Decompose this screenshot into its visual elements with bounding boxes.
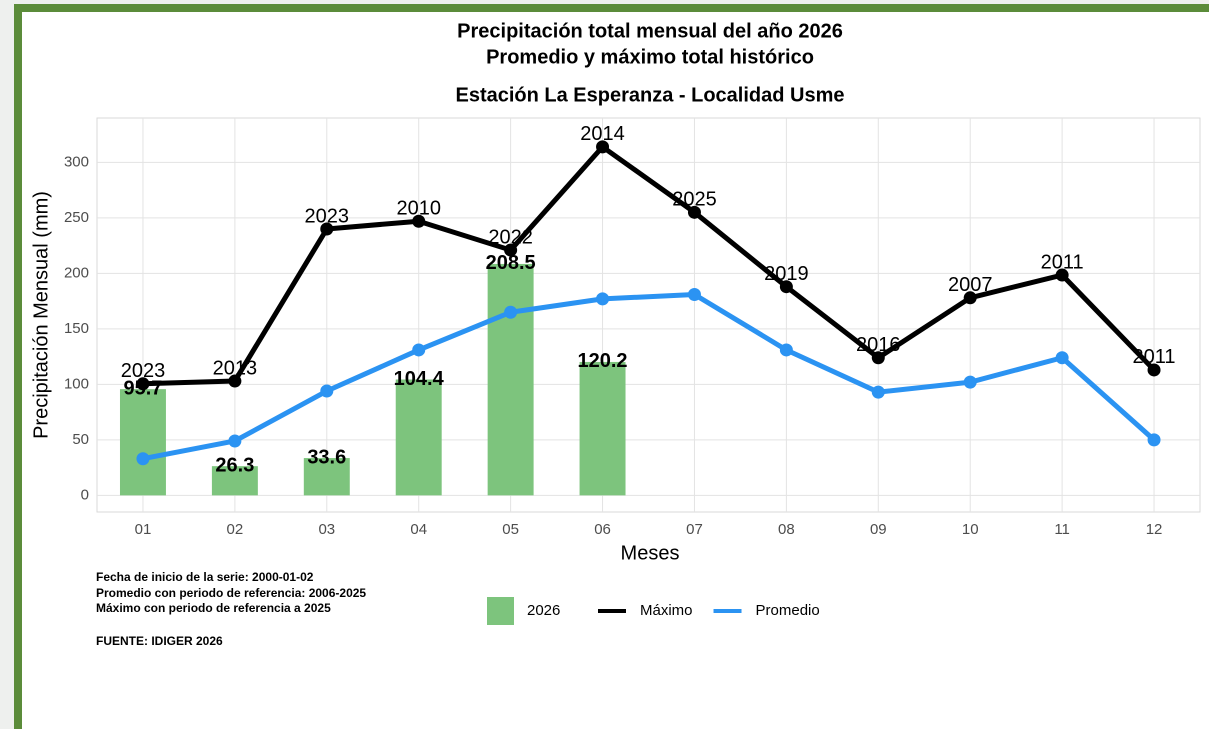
y-tick-label: 200 [64,264,89,281]
y-tick-label: 300 [64,153,89,170]
data-label: 104.4 [394,368,445,390]
point-label: 2013 [213,357,258,379]
point [412,214,426,228]
point-label: 2022 [488,226,533,248]
point [504,305,518,319]
point [136,452,150,466]
point [1055,268,1069,282]
legend-swatch [487,597,514,625]
point [320,222,334,236]
point [1147,363,1161,377]
point [871,385,885,399]
point [228,434,242,448]
x-tick-label: 12 [1146,521,1163,538]
y-tick-label: 100 [64,375,89,392]
data-label: 26.3 [215,454,254,476]
bar [211,466,258,496]
point-label: 2016 [856,334,901,356]
x-tick-label: 02 [227,521,244,538]
legend-label: Promedio [756,602,820,619]
y-tick-label: 150 [64,320,89,337]
point [412,343,426,357]
x-tick-label: 03 [318,521,335,538]
point [228,374,242,388]
x-tick-label: 04 [410,521,427,538]
line [142,291,1156,462]
chart-subtitle: Promedio y máximo total histórico [486,46,814,68]
point [596,292,610,306]
x-tick-label: 05 [502,521,519,538]
x-tick-label: 10 [962,521,979,538]
point [779,280,793,294]
y-tick-label: 50 [72,431,89,448]
x-tick-label: 01 [135,521,152,538]
legend-label: Máximo [640,602,693,619]
x-tick-label: 08 [778,521,795,538]
x-tick-label: 11 [1054,521,1070,538]
point [871,351,885,365]
point [963,291,977,305]
point [136,377,150,391]
source: FUENTE: IDIGER 2026 [96,634,223,648]
y-tick-label: 0 [81,486,89,503]
point-label: 2014 [580,123,625,145]
point [320,384,334,398]
data-label: 95.7 [123,377,162,399]
point-label: 2023 [305,205,350,227]
point-label: 2025 [672,189,717,211]
note: Máximo con periodo de referencia a 2025 [96,601,331,615]
point [687,287,701,301]
note: Fecha de inicio de la serie: 2000-01-02 [96,570,314,584]
point [596,140,610,154]
bar [119,389,166,496]
data-label: 33.6 [307,446,346,468]
station: Estación La Esperanza - Localidad Usme [455,84,844,106]
legend-label: 2026 [527,602,560,619]
bar [303,458,350,496]
point-label: 2011 [1041,251,1084,273]
point [963,375,977,389]
point-label: 2010 [396,197,441,219]
data-label: 208.5 [486,252,536,274]
x-tick-label: 09 [870,521,887,538]
point-label: 2007 [948,274,993,296]
y-tick-label: 250 [64,209,89,226]
point-label: 2019 [764,263,809,285]
x-tick-label: 07 [686,521,703,538]
point [779,343,793,357]
bar [487,263,534,496]
line [142,144,1156,387]
point [687,205,701,219]
note: Promedio con periodo de referencia: 2006… [96,586,366,600]
point-label: 2011 [1133,346,1176,368]
chart-title: Precipitación total mensual del año 2026 [457,20,843,42]
bar [395,379,442,496]
data-label: 120.2 [578,350,628,372]
bar [579,361,626,496]
y-axis-title: Precipitación Mensual (mm) [30,191,52,439]
point [1147,433,1161,447]
x-tick-label: 06 [594,521,611,538]
plot-area [96,117,1201,513]
point [1055,351,1069,365]
point-label: 2023 [121,360,166,382]
x-axis-title: Meses [621,542,680,564]
point [504,243,518,257]
